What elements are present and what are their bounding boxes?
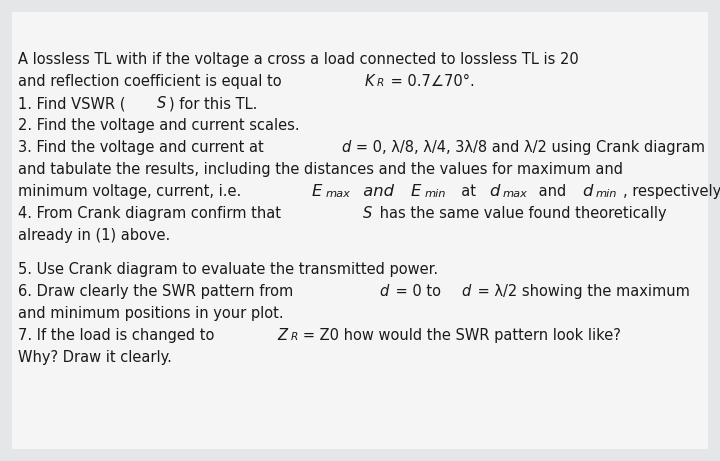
Text: = Z0 how would the SWR pattern look like?: = Z0 how would the SWR pattern look like…: [300, 328, 621, 343]
Text: 3. Find the voltage and current at: 3. Find the voltage and current at: [18, 140, 269, 155]
Text: at: at: [452, 184, 480, 199]
Text: and tabulate the results, including the distances and the values for maximum and: and tabulate the results, including the …: [18, 162, 623, 177]
Text: S: S: [157, 96, 166, 111]
Text: 2. Find the voltage and current scales.: 2. Find the voltage and current scales.: [18, 118, 300, 133]
Text: A lossless TL with if the voltage a cross a load connected to lossless TL is 20: A lossless TL with if the voltage a cros…: [18, 52, 583, 67]
Text: max: max: [325, 189, 351, 199]
Text: 7. If the load is changed to: 7. If the load is changed to: [18, 328, 219, 343]
Text: ) for this TL.: ) for this TL.: [168, 96, 257, 111]
Text: and minimum positions in your plot.: and minimum positions in your plot.: [18, 306, 284, 321]
Text: and reflection coefficient is equal to: and reflection coefficient is equal to: [18, 74, 287, 89]
Text: and: and: [358, 184, 399, 199]
Text: max: max: [502, 189, 527, 199]
Text: min: min: [595, 189, 617, 199]
Text: R: R: [290, 331, 297, 342]
Text: Why? Draw it clearly.: Why? Draw it clearly.: [18, 350, 172, 365]
Text: d: d: [462, 284, 471, 299]
Text: d: d: [379, 284, 388, 299]
Text: d: d: [489, 184, 499, 199]
Text: , respectively.: , respectively.: [623, 184, 720, 199]
Text: 6. Draw clearly the SWR pattern from: 6. Draw clearly the SWR pattern from: [18, 284, 298, 299]
Text: Z: Z: [277, 328, 287, 343]
Text: S: S: [364, 206, 372, 221]
Text: d: d: [341, 140, 351, 155]
Text: R: R: [377, 77, 384, 88]
Text: d: d: [582, 184, 593, 199]
Text: = 0, λ/8, λ/4, 3λ/8 and λ/2 using Crank diagram: = 0, λ/8, λ/4, 3λ/8 and λ/2 using Crank …: [353, 140, 705, 155]
Text: min: min: [424, 189, 446, 199]
Text: and: and: [534, 184, 571, 199]
Text: E: E: [410, 184, 421, 199]
Text: K: K: [364, 74, 374, 89]
Text: 1. Find VSWR (: 1. Find VSWR (: [18, 96, 125, 111]
Text: minimum voltage, current, i.e.: minimum voltage, current, i.e.: [18, 184, 246, 199]
Text: 4. From Crank diagram confirm that: 4. From Crank diagram confirm that: [18, 206, 286, 221]
Text: = λ/2 showing the maximum: = λ/2 showing the maximum: [474, 284, 690, 299]
Text: has the same value found theoretically: has the same value found theoretically: [375, 206, 667, 221]
Text: already in (1) above.: already in (1) above.: [18, 228, 170, 243]
Text: E: E: [312, 184, 323, 199]
Text: = 0 to: = 0 to: [391, 284, 446, 299]
Text: 5. Use Crank diagram to evaluate the transmitted power.: 5. Use Crank diagram to evaluate the tra…: [18, 262, 438, 277]
Text: = 0.7∠70°.: = 0.7∠70°.: [386, 74, 474, 89]
